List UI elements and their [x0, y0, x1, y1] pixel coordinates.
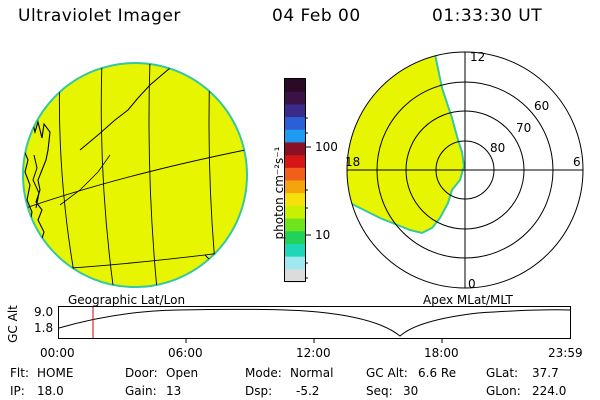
seq-label: Seq:: [366, 384, 393, 398]
colorbar-band: [285, 155, 305, 169]
colorbar-band: [285, 269, 305, 283]
border-line: [59, 154, 111, 206]
latitude-line: [23, 147, 247, 211]
altitude-xtick-4: 23:59: [548, 346, 583, 360]
gain-value: 13: [166, 384, 182, 398]
mlat-label-70: 70: [516, 121, 531, 135]
mlt-label-6: 6: [573, 155, 581, 169]
altitude-xtick-2: 12:00: [296, 346, 331, 360]
colorbar-band: [285, 243, 305, 258]
geographic-globe: [22, 62, 248, 288]
altitude-ytick-low: 1.8: [34, 321, 54, 335]
glat-value: 37.7: [532, 366, 559, 380]
seq-value: 30: [403, 384, 419, 398]
time-label: 01:33:30 UT: [432, 6, 543, 26]
colorbar-band: [285, 193, 305, 207]
mlat-label-60: 60: [534, 99, 549, 113]
colorbar-band: [285, 256, 305, 270]
ip-value: 18.0: [37, 384, 64, 398]
colorbar-band: [285, 91, 305, 105]
dsp-label: Dsp:: [245, 384, 273, 398]
altitude-curve: [58, 308, 571, 337]
mlt-label-0: 0: [468, 277, 476, 291]
mode-value: Normal: [290, 366, 334, 380]
altitude-plot: [58, 306, 571, 343]
coastline: [32, 154, 40, 209]
glon-label: GLon:: [486, 384, 521, 398]
gcalt-value: 6.6 Re: [418, 366, 457, 380]
altitude-ylabel: GC Alt: [5, 305, 20, 343]
colorbar: [284, 78, 306, 283]
colorbar-band: [285, 129, 305, 143]
aurora-emission: [347, 52, 466, 235]
mlt-label-12: 12: [470, 50, 485, 64]
colorbar-band: [285, 231, 305, 245]
colorbar-band: [285, 205, 305, 220]
instrument-title: Ultraviolet Imager: [18, 6, 181, 26]
glat-label: GLat:: [486, 366, 519, 380]
meridian-line: [148, 63, 159, 287]
gain-label: Gain:: [125, 384, 157, 398]
mlt-label-18: 18: [345, 155, 360, 169]
door-value: Open: [166, 366, 199, 380]
colorbar-band: [285, 117, 305, 131]
altitude-xtick-1: 06:00: [168, 346, 203, 360]
altitude-xtick-0: 00:00: [40, 346, 75, 360]
glon-value: 224.0: [532, 384, 567, 398]
colorbar-band: [285, 104, 305, 118]
geographic-panel-label: Geographic Lat/Lon: [68, 293, 186, 307]
polar-plot: 12 18 6 0 60 70 80: [345, 50, 584, 291]
colorbar-ticks: [305, 117, 311, 279]
colorbar-tick-100: 100: [315, 140, 338, 154]
polar-panel-label: Apex MLat/MLT: [423, 293, 513, 307]
mlat-label-80: 80: [490, 141, 505, 155]
colorbar-band: [285, 142, 305, 156]
door-label: Door:: [125, 366, 158, 380]
border-line: [79, 67, 171, 151]
date-label: 04 Feb 00: [272, 6, 361, 26]
meridian-line: [58, 64, 79, 287]
flt-label: Flt:: [10, 366, 29, 380]
colorbar-tick-10: 10: [315, 228, 331, 242]
colorbar-band: [285, 218, 305, 232]
colorbar-band: [285, 180, 305, 194]
colorbar-band: [285, 79, 305, 93]
meridian-line: [100, 63, 116, 287]
altitude-xtick-3: 18:00: [424, 346, 459, 360]
colorbar-band: [285, 167, 305, 181]
mode-label: Mode:: [245, 366, 282, 380]
altitude-ytick-high: 9.0: [34, 305, 54, 319]
dsp-value: -5.2: [296, 384, 320, 398]
flt-value: HOME: [37, 366, 74, 380]
gcalt-label: GC Alt:: [366, 366, 408, 380]
ip-label: IP:: [10, 384, 25, 398]
colorbar-unit-label: photon cm⁻²s⁻¹: [272, 146, 286, 240]
